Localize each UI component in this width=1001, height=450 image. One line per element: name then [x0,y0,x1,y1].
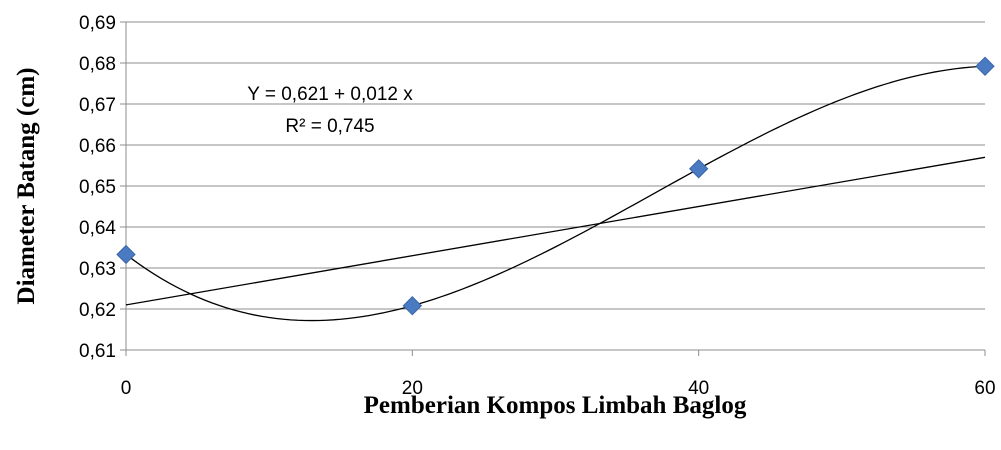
y-axis-title: Diameter Batang (cm) [13,68,40,305]
x-axis-title: Pemberian Kompos Limbah Baglog [364,392,747,419]
data-point-0 [116,244,136,265]
y-tick-label-8: 0,69 [79,13,116,34]
x-tick-label-3: 60 [974,378,995,399]
y-tick-label-4: 0,65 [79,177,116,198]
y-tick-label-6: 0,67 [79,95,116,116]
x-tick-label-1: 20 [402,378,423,399]
smooth-curve [125,65,986,322]
y-tick-label-0: 0,61 [79,341,116,362]
data-point-1 [402,296,423,316]
x-tick-label-0: 0 [121,378,132,399]
tick-labels: 0,61 0,62 0,63 0,64 0,65 0,66 0,67 0,68 0,69 0 20 4… [79,13,996,399]
y-tick-label-7: 0,68 [79,54,116,75]
y-tick-label-3: 0,64 [79,218,116,239]
grid-lines [126,21,985,351]
x-tick-label-2: 40 [688,378,709,399]
regression-equation: Y = 0,621 + 0,012 x [247,84,413,105]
y-tick-label-5: 0,66 [79,136,116,157]
axes [120,21,986,356]
y-tick-label-1: 0,62 [79,300,116,321]
linear-trendline [125,156,986,306]
trend-lines [125,65,986,322]
data-points [116,56,995,316]
data-point-2 [688,159,709,179]
r-squared-label: R² = 0,745 [285,116,374,137]
y-tick-label-2: 0,63 [79,259,116,280]
data-point-3 [975,56,995,76]
